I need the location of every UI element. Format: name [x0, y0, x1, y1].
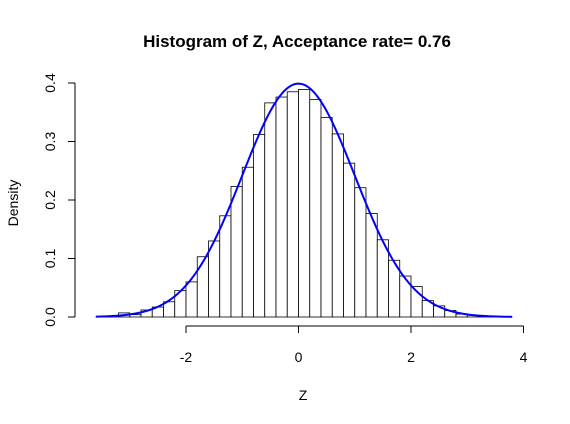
histogram-bar [376, 239, 389, 318]
x-tick-label: 4 [520, 349, 528, 365]
histogram-bar [241, 166, 254, 318]
x-tick-label: 2 [407, 349, 415, 365]
y-tick-label: 0.3 [42, 132, 58, 152]
chart-title: Histogram of Z, Acceptance rate= 0.76 [143, 32, 451, 51]
histogram-bar [219, 215, 232, 318]
normal-density-curve [95, 82, 513, 318]
y-tick-label: 0.0 [42, 307, 58, 327]
histogram-bar [298, 89, 311, 318]
histogram-bar [264, 102, 277, 318]
histogram-bar [286, 91, 299, 318]
histogram-bar [365, 213, 378, 318]
y-axis: 0.0 0.1 0.2 0.3 0.4 [42, 73, 76, 327]
histogram-bar [275, 96, 288, 318]
histogram-bar [320, 117, 333, 318]
x-axis-label: Z [299, 387, 308, 403]
x-tick-label: -2 [180, 349, 193, 365]
x-tick-label: 0 [295, 349, 303, 365]
histogram-bar [185, 281, 198, 318]
histogram-bars [95, 89, 502, 318]
y-axis-label: Density [5, 180, 21, 227]
histogram-bar [230, 186, 243, 318]
histogram-bar [309, 98, 322, 318]
y-tick-label: 0.1 [42, 249, 58, 269]
histogram-bar [208, 240, 221, 318]
histogram-bar [331, 133, 344, 318]
y-tick-label: 0.2 [42, 190, 58, 210]
histogram-bar [343, 162, 356, 318]
histogram-bar [253, 134, 266, 318]
x-axis: -2 0 2 4 [180, 325, 528, 365]
histogram-bar [354, 187, 367, 318]
histogram-bar [196, 256, 209, 318]
y-tick-label: 0.4 [42, 73, 58, 93]
